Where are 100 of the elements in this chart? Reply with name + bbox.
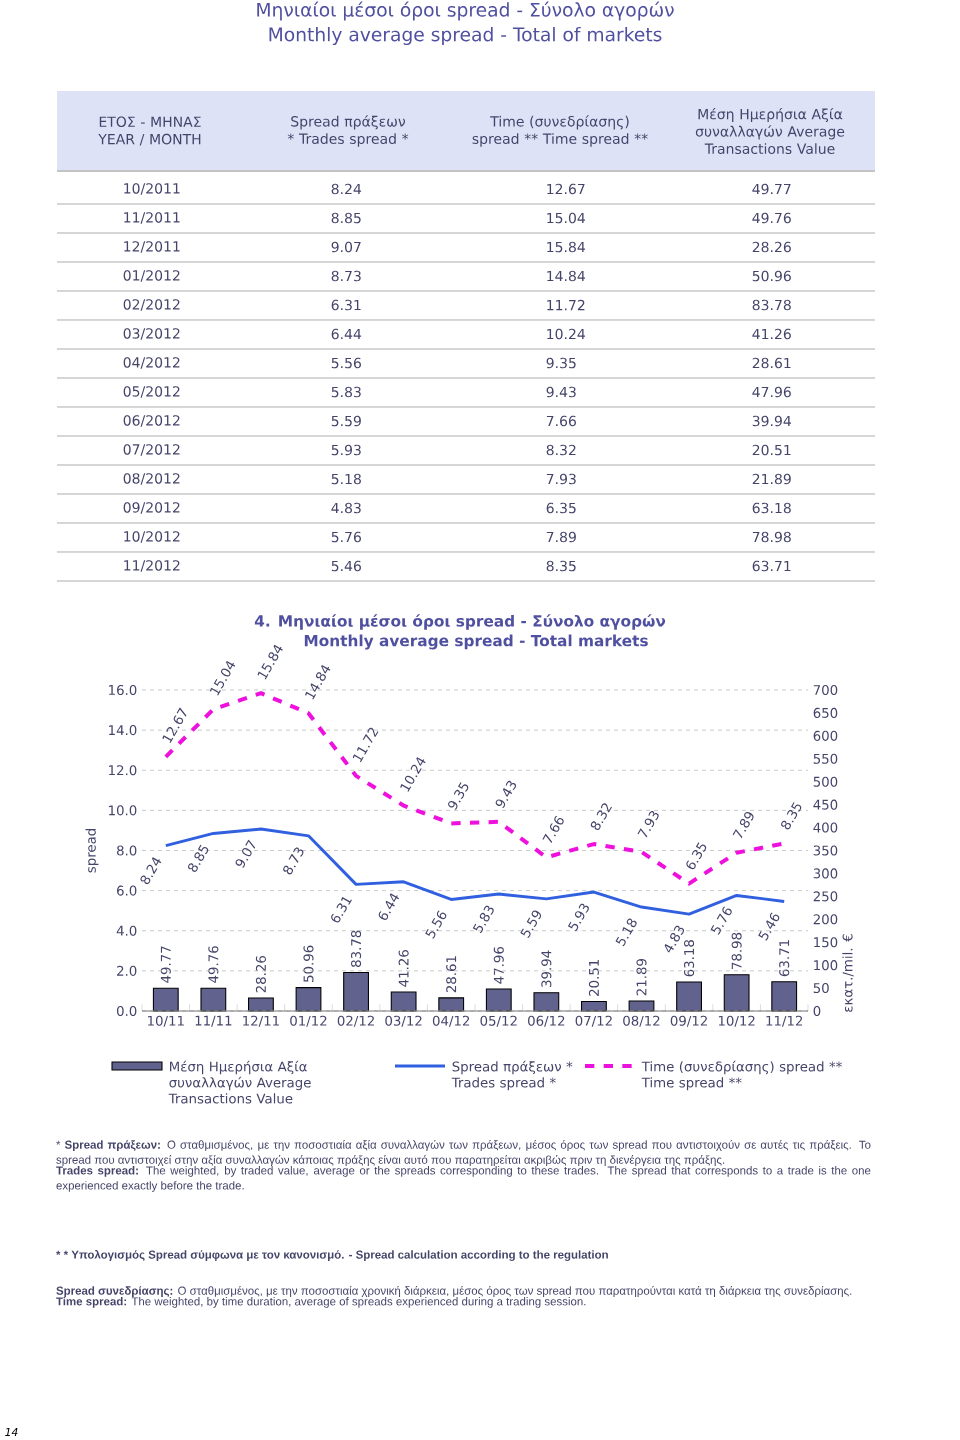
- data-label: 10.24: [547, 328, 585, 340]
- category-label: 11/2011: [124, 212, 180, 224]
- x-tick-label: 06/12: [528, 1015, 565, 1027]
- text: Monthly average spread - Total of markets: [269, 26, 662, 46]
- data-label: 20.51: [752, 444, 791, 456]
- data-label: 83.78: [351, 930, 362, 967]
- y2-tick-label: 100: [814, 960, 838, 971]
- data-label: 21.89: [636, 959, 647, 996]
- bar: [723, 974, 750, 1012]
- data-label: 6.44: [331, 328, 362, 340]
- data-label: 41.26: [398, 950, 409, 987]
- y2-tick-label: 500: [813, 776, 838, 787]
- data-label: 8.85: [331, 212, 361, 224]
- x-tick-label: 02/12: [337, 1015, 374, 1027]
- x-tick-label: 11/12: [766, 1015, 803, 1027]
- legend-label: Spread πράξεων * Trades spread *: [451, 1060, 573, 1091]
- bar: [533, 992, 560, 1012]
- category-label: 10/2012: [124, 531, 180, 543]
- y2-tick-label: 650: [813, 707, 838, 718]
- text: * * Υπολογισμός Spread σύμφωνα με τον κανονισμό. - Spread calculation according to the regulation: [56, 1250, 608, 1262]
- category-label: 01/2012: [123, 270, 180, 282]
- data-label: 5.18: [331, 473, 361, 485]
- text: 14: [5, 1428, 18, 1436]
- data-label: 7.89: [546, 531, 576, 543]
- y-tick-label: 4.0: [116, 925, 137, 936]
- x-tick-label: 01/12: [290, 1015, 327, 1027]
- y-tick-label: 14.0: [109, 725, 137, 736]
- data-label: 28.26: [255, 955, 266, 993]
- y-tick-label: 8.0: [116, 845, 137, 856]
- data-label: 47.96: [493, 946, 504, 984]
- category-label: 10/2011: [124, 183, 180, 195]
- data-label: 4.83: [331, 502, 361, 514]
- text: Μηνιαίοι μέσοι όροι spread - Σύνολο αγορών: [257, 1, 674, 21]
- data-label: 63.71: [779, 940, 790, 977]
- data-label: 8.24: [331, 183, 362, 195]
- data-label: 63.18: [752, 502, 791, 514]
- category-label: 09/2012: [123, 502, 180, 514]
- category-label: 12/2011: [124, 241, 180, 253]
- data-label: 20.51: [588, 959, 599, 996]
- y2-tick-label: 700: [813, 684, 838, 696]
- y-tick-label: 2.0: [117, 965, 137, 976]
- bar: [438, 997, 465, 1012]
- legend-label: Μέση Ημερήσια Αξία συναλλαγών Average Transactions Value: [168, 1060, 311, 1104]
- data-label: 49.77: [752, 183, 791, 195]
- data-label: 28.61: [446, 956, 457, 993]
- category-label: 07/2012: [123, 444, 180, 456]
- data-label: 50.96: [303, 945, 314, 982]
- bar: [390, 991, 417, 1012]
- data-label: 9.35: [546, 357, 576, 369]
- bar: [676, 981, 702, 1012]
- y-tick-label: 10.0: [109, 805, 137, 816]
- bar: [248, 997, 274, 1012]
- data-label: 78.98: [752, 531, 791, 543]
- data-label: 5.56: [331, 357, 361, 369]
- category-label: 04/2012: [123, 357, 180, 369]
- data-label: 14.84: [547, 270, 585, 282]
- y2-tick-label: 450: [813, 799, 838, 810]
- data-label: 7.93: [546, 473, 576, 485]
- x-tick-label: 08/12: [623, 1015, 660, 1027]
- y2-tick-label: 50: [813, 983, 829, 994]
- data-label: 39.94: [752, 415, 791, 427]
- data-label: 11.72: [547, 299, 585, 311]
- chart-title: 4. Μηνιαίοι μέσοι όροι spread - Σύνολο αγορών: [254, 614, 666, 630]
- text: Trades spread: The weighted, by traded value, average or the spreads corresponding to these trades. The spread that corresponds to a trade is the one experienced exactly before the trade.: [56, 1166, 871, 1192]
- bar: [485, 988, 512, 1012]
- text: *Spread πράξεων: Ο σταθμισμένος, με την ποσοστιαία αξία συναλλαγών των πράξεων, μέσος όρος των spread που αντιστοιχούν σε αυτές τις πράξεις. Το spread που αντιστοιχεί στην αξία συναλλαγών κάποιας πράξης είναι αυτό που παρατηρείται ακριβώς πριν τη διενέργεια της πράξης.: [56, 1140, 871, 1167]
- data-label: 83.78: [752, 299, 791, 311]
- data-label: 9.07: [331, 241, 361, 253]
- data-label: 5.46: [331, 560, 361, 572]
- data-label: 78.98: [731, 932, 742, 969]
- x-tick-label: 04/12: [432, 1015, 470, 1027]
- y-tick-label: 0.0: [116, 1005, 137, 1017]
- y2-tick-label: 550: [813, 753, 838, 764]
- bar: [343, 972, 369, 1012]
- y2-tick-label: 300: [813, 868, 838, 879]
- data-label: 50.96: [752, 270, 791, 282]
- data-label: 6.31: [331, 299, 361, 311]
- y-axis-title: spread: [85, 828, 99, 873]
- bar: [628, 1000, 655, 1012]
- data-label: 41.26: [752, 328, 791, 340]
- y2-tick-label: 250: [813, 891, 838, 902]
- text: Time spread: The weighted, by time duration, average of spreads experienced during a trading session.: [56, 1297, 586, 1308]
- chart-subtitle: Monthly average spread - Total markets: [304, 634, 648, 650]
- data-label: 63.18: [684, 940, 695, 977]
- data-label: 15.84: [547, 241, 585, 253]
- x-tick-label: 11/11: [195, 1015, 232, 1027]
- category-label: 08/2012: [123, 473, 180, 485]
- data-label: 47.96: [752, 386, 791, 398]
- y2-tick-label: 0: [813, 1005, 821, 1017]
- bar: [152, 987, 179, 1012]
- y-tick-label: 6.0: [117, 885, 137, 896]
- data-label: 5.76: [331, 531, 361, 543]
- data-label: 6.35: [546, 502, 576, 514]
- y2-tick-label: 150: [814, 937, 838, 948]
- data-label: 49.77: [160, 946, 171, 983]
- data-label: 5.93: [331, 444, 361, 456]
- text: Spread συνεδρίασης: Ο σταθμισμένος, με την ποσοστιαία χρονική διάρκεια, μέσος όρος των spread που παρατηρούνται κατά τη διάρκεια της συνεδρίασης.: [56, 1285, 852, 1298]
- y2-tick-label: 400: [813, 822, 838, 833]
- data-label: 8.32: [546, 444, 576, 456]
- data-label: 49.76: [752, 212, 791, 224]
